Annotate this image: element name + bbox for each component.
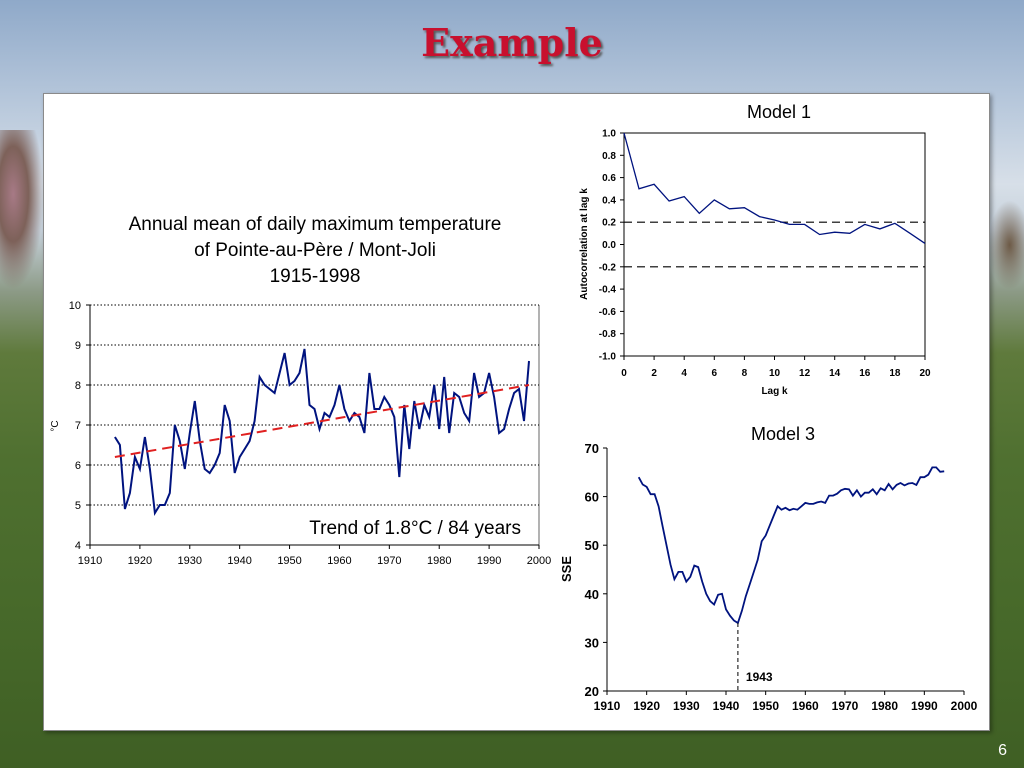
autocorrelation-y-tick-label: -0.2: [599, 262, 617, 273]
autocorrelation-chart: Model 1 -1.0 -0.8 -0.6 -0.4 -0.2 0.0 0.2 0.4 0.6 0…: [579, 102, 931, 397]
sse-y-tick-label: 40: [585, 587, 599, 602]
temperature-x-tick-label: 1940: [227, 555, 251, 567]
temperature-x-tick-label: 2000: [527, 555, 551, 567]
sse-x-tick-label: 1930: [673, 699, 700, 713]
temperature-trend-line: [114, 384, 530, 458]
temperature-x-tick-label: 1930: [178, 555, 202, 567]
temperature-series-line: [114, 348, 530, 517]
autocorrelation-y-tick-label: 0.0: [602, 240, 616, 251]
autocorrelation-y-tick-label: 1.0: [602, 129, 616, 140]
sse-series-line: [637, 466, 945, 625]
background-tree-right: [988, 200, 1024, 290]
page-number: 6: [998, 742, 1007, 759]
autocorrelation-y-tick-label: -0.6: [599, 307, 617, 318]
sse-y-tick-label: 60: [585, 490, 599, 505]
temperature-x-tick-label: 1910: [78, 555, 102, 567]
slide-title: Example: [421, 20, 603, 65]
sse-x-tick-label: 1960: [792, 699, 819, 713]
autocorrelation-x-tick-label: 2: [651, 368, 657, 379]
autocorrelation-x-tick-label: 18: [889, 368, 901, 379]
sse-x-tick-label: 1990: [911, 699, 938, 713]
background-tree-left: [0, 130, 44, 290]
temperature-x-tick-label: 1960: [327, 555, 351, 567]
sse-y-tick-label: 50: [585, 538, 599, 553]
temperature-y-tick-label: 5: [75, 500, 81, 512]
temperature-chart: Annual mean of daily maximum temperature…: [50, 214, 551, 567]
sse-x-tick-label: 1950: [752, 699, 779, 713]
sse-y-tick-label: 70: [585, 441, 599, 456]
temperature-x-tick-label: 1970: [377, 555, 401, 567]
temperature-trend-annotation: Trend of 1.8°C / 84 years: [309, 518, 521, 539]
temperature-y-tick-label: 4: [75, 540, 81, 552]
autocorrelation-y-tick-label: 0.4: [602, 195, 616, 206]
autocorrelation-x-axis-label: Lag k: [761, 386, 788, 397]
autocorrelation-y-tick-label: 0.2: [602, 218, 616, 229]
figure-svg: Annual mean of daily maximum temperature…: [50, 102, 978, 713]
temperature-x-tick-label: 1920: [128, 555, 152, 567]
autocorrelation-y-axis-label: Autocorrelation at lag k: [579, 188, 590, 300]
sse-y-axis-label: SSE: [559, 556, 574, 582]
sse-x-tick-label: 2000: [951, 699, 978, 713]
autocorrelation-x-tick-label: 10: [769, 368, 781, 379]
temperature-x-tick-label: 1990: [477, 555, 501, 567]
temperature-chart-title-line: of Pointe-au-Père / Mont-Joli: [194, 240, 436, 261]
autocorrelation-x-tick-label: 0: [621, 368, 627, 379]
temperature-y-tick-label: 10: [69, 300, 81, 312]
autocorrelation-x-tick-label: 8: [742, 368, 748, 379]
autocorrelation-x-tick-label: 4: [681, 368, 687, 379]
autocorrelation-x-tick-label: 20: [919, 368, 931, 379]
autocorrelation-x-tick-label: 6: [712, 368, 718, 379]
temperature-y-axis-label: °C: [50, 420, 61, 431]
autocorrelation-x-tick-label: 16: [859, 368, 871, 379]
autocorrelation-x-tick-label: 12: [799, 368, 811, 379]
autocorrelation-y-tick-label: 0.6: [602, 173, 616, 184]
sse-chart: Model 3 20 30 40 50 60 70 1910 1920 1930 1940 1950 1…: [559, 424, 978, 713]
sse-x-tick-label: 1970: [832, 699, 859, 713]
temperature-x-tick-label: 1950: [277, 555, 301, 567]
temperature-y-tick-label: 6: [75, 460, 81, 472]
sse-y-tick-label: 20: [585, 684, 599, 699]
autocorrelation-plot-frame: [623, 132, 926, 357]
autocorrelation-y-tick-label: 0.8: [602, 151, 616, 162]
temperature-y-tick-label: 7: [75, 420, 81, 432]
figure-panel: Annual mean of daily maximum temperature…: [43, 93, 990, 731]
sse-x-tick-label: 1920: [633, 699, 660, 713]
autocorrelation-y-tick-label: -0.8: [599, 329, 617, 340]
sse-x-tick-label: 1980: [871, 699, 898, 713]
sse-y-tick-label: 30: [585, 635, 599, 650]
sse-chart-title: Model 3: [751, 424, 815, 444]
sse-x-tick-label: 1910: [594, 699, 621, 713]
autocorrelation-y-tick-label: -0.4: [599, 285, 617, 296]
temperature-x-tick-label: 1980: [427, 555, 451, 567]
autocorrelation-chart-title: Model 1: [747, 102, 811, 122]
autocorrelation-x-tick-label: 14: [829, 368, 841, 379]
temperature-y-tick-label: 8: [75, 380, 81, 392]
temperature-chart-title-line: Annual mean of daily maximum temperature: [129, 214, 502, 235]
sse-minimum-annotation: 1943: [746, 670, 773, 684]
autocorrelation-y-tick-label: -1.0: [599, 352, 617, 363]
sse-x-tick-label: 1940: [713, 699, 740, 713]
temperature-y-tick-label: 9: [75, 340, 81, 352]
temperature-chart-title-line: 1915-1998: [270, 266, 361, 287]
autocorrelation-series-line: [623, 132, 926, 244]
